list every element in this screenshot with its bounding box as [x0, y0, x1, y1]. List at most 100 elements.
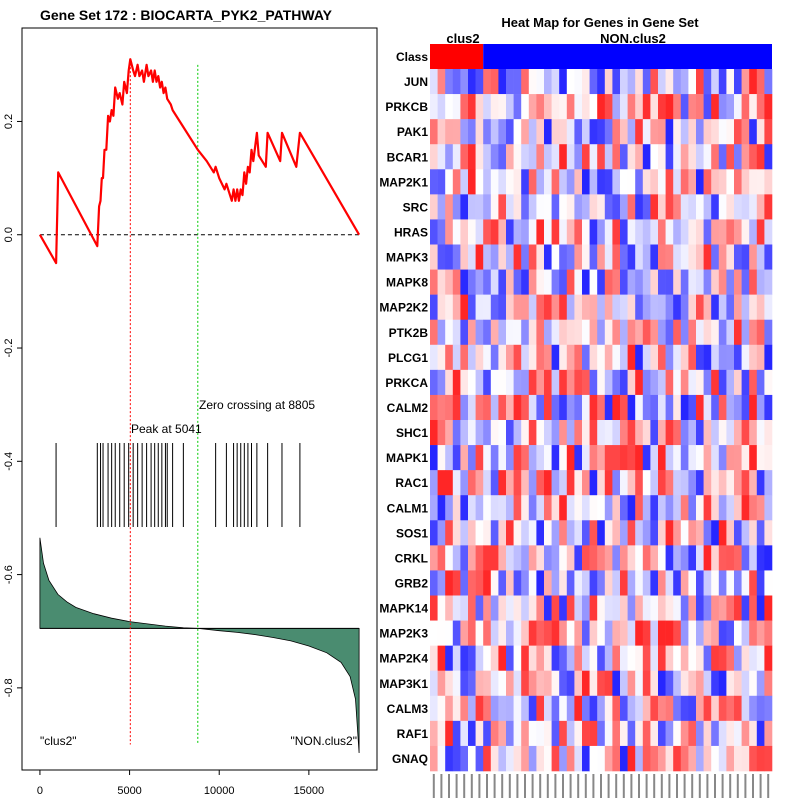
- heatmap-cell: [513, 445, 522, 471]
- heatmap-cell: [498, 369, 507, 396]
- heatmap-cell: [506, 394, 514, 421]
- gene-label: GNAQ: [392, 752, 428, 766]
- heatmap-cell: [582, 244, 590, 270]
- heatmap-cell: [430, 69, 438, 95]
- heatmap-cell: [612, 470, 621, 496]
- heatmap-cell: [650, 144, 659, 170]
- heatmap-cell: [589, 69, 598, 95]
- heatmap-cell: [718, 745, 727, 772]
- heatmap-cell: [528, 495, 537, 521]
- heatmap-cell: [544, 745, 552, 772]
- heatmap-cell: [460, 645, 469, 672]
- heatmap-cell: [665, 570, 674, 596]
- heatmap-cell: [680, 219, 689, 245]
- heatmap-cell: [521, 620, 530, 646]
- heatmap-cell: [559, 570, 568, 596]
- heatmap-cell: [741, 244, 750, 270]
- heatmap-cell: [726, 294, 735, 321]
- heatmap-cell: [680, 445, 689, 471]
- heatmap-cell: [574, 445, 583, 471]
- heatmap-cell: [452, 470, 461, 496]
- sample-label-mark: [569, 774, 572, 798]
- heatmap-cell: [498, 269, 507, 295]
- heatmap-cell: [696, 94, 704, 120]
- heatmap-cell: [582, 495, 590, 521]
- heatmap-cell: [680, 695, 689, 722]
- heatmap-cell: [696, 69, 704, 95]
- heatmap-cell: [430, 470, 438, 496]
- heatmap-cell: [513, 169, 522, 195]
- heatmap-cell: [718, 394, 727, 421]
- heatmap-cell: [764, 319, 773, 346]
- heatmap-cell: [460, 670, 469, 697]
- heatmap-cell: [498, 720, 507, 747]
- heatmap-cell: [506, 269, 514, 295]
- heatmap-cell: [604, 470, 613, 496]
- heatmap-cell: [673, 319, 682, 346]
- heatmap-cell: [711, 369, 720, 396]
- heatmap-cell: [528, 144, 537, 170]
- heatmap-cell: [741, 144, 750, 170]
- heatmap-cell: [536, 294, 545, 321]
- heatmap-cell: [544, 470, 552, 496]
- heatmap-cell: [764, 570, 773, 596]
- x-tick-label: 15000: [294, 785, 325, 797]
- heatmap-cell: [536, 720, 545, 747]
- heatmap-cell: [642, 94, 651, 120]
- heatmap-cell: [574, 244, 583, 270]
- heatmap-cell: [544, 620, 552, 646]
- heatmap-cell: [490, 620, 499, 646]
- heatmap-cell: [551, 445, 560, 471]
- heatmap-cell: [688, 545, 697, 571]
- heatmap-cell: [475, 319, 484, 346]
- heatmap-cell: [764, 119, 773, 145]
- sample-label-mark: [600, 774, 602, 798]
- heatmap-cell: [680, 144, 689, 170]
- heatmap-cell: [749, 69, 758, 95]
- heatmap-cell: [658, 645, 666, 672]
- heatmap-cell: [582, 269, 590, 295]
- heatmap-cell: [696, 219, 704, 245]
- heatmap-cell: [627, 745, 636, 772]
- heatmap-cell: [764, 144, 773, 170]
- heatmap-cell: [612, 670, 621, 697]
- heatmap-cell: [498, 595, 507, 621]
- heatmap-cell: [582, 545, 590, 571]
- heatmap-cell: [589, 570, 598, 596]
- x-tick-label: 10000: [204, 785, 235, 797]
- heatmap-cell: [498, 94, 507, 120]
- heatmap-cell: [642, 369, 651, 396]
- gene-label: CALM3: [387, 702, 429, 716]
- heatmap-cell: [544, 495, 552, 521]
- heatmap-cell: [627, 620, 636, 646]
- heatmap-cell: [635, 570, 644, 596]
- heatmap-cell: [627, 344, 636, 371]
- heatmap-cell: [620, 545, 628, 571]
- sample-label-mark: [493, 774, 496, 798]
- heatmap-cell: [536, 495, 545, 521]
- heatmap-cell: [627, 445, 636, 471]
- heatmap-cell: [544, 169, 552, 195]
- heatmap-cell: [445, 620, 454, 646]
- heatmap-cell: [718, 144, 727, 170]
- heatmap-cell: [528, 545, 537, 571]
- heatmap-cell: [711, 269, 720, 295]
- heatmap-cell: [475, 720, 484, 747]
- heatmap-cell: [642, 169, 651, 195]
- heatmap-cell: [604, 294, 613, 321]
- heatmap-cell: [688, 144, 697, 170]
- heatmap-cell: [559, 520, 568, 546]
- heatmap-cell: [445, 570, 454, 596]
- heatmap-cell: [764, 369, 773, 396]
- heatmap-cell: [551, 369, 560, 396]
- heatmap-cell: [673, 144, 682, 170]
- heatmap-cell: [642, 695, 651, 722]
- heatmap-cell: [506, 194, 514, 220]
- heatmap-cell: [430, 495, 438, 521]
- heatmap-cell: [589, 194, 598, 220]
- heatmap-cell: [665, 520, 674, 546]
- heatmap-cell: [574, 670, 583, 697]
- heatmap-cell: [468, 194, 476, 220]
- heatmap-cell: [665, 720, 674, 747]
- heatmap-cell: [673, 495, 682, 521]
